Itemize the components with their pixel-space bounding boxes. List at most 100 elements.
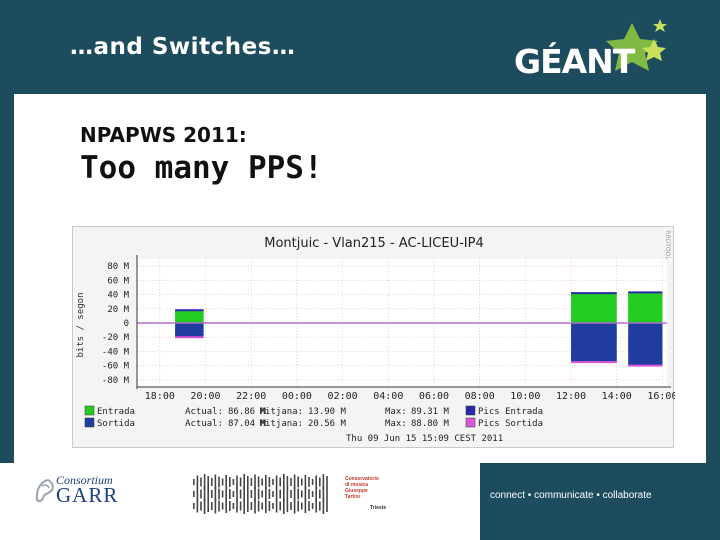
legend-actual-label: Actual: bbox=[185, 407, 223, 417]
organ-pipe bbox=[301, 502, 303, 510]
organ-pipe bbox=[261, 490, 263, 498]
organ-pipe bbox=[225, 475, 227, 489]
organ-pipe bbox=[311, 479, 314, 485]
legend-max-label: Max: bbox=[385, 419, 407, 429]
organ-pipe bbox=[311, 491, 314, 497]
organ-pipe bbox=[254, 486, 256, 502]
organ-pipe bbox=[322, 474, 325, 490]
organ-pipe bbox=[279, 501, 281, 511]
x-tick-label: 14:00 bbox=[602, 391, 632, 402]
area-segment-sortida bbox=[628, 323, 663, 366]
traffic-chart: Montjuic - Vlan215 - AC-LICEU-IP4 bits / … bbox=[72, 226, 675, 448]
organ-pipe bbox=[279, 477, 281, 487]
legend-label: Entrada bbox=[97, 407, 135, 417]
y-tick-label: 0 bbox=[124, 319, 129, 329]
x-tick-label: 04:00 bbox=[373, 391, 403, 402]
organ-pipe bbox=[311, 503, 314, 509]
traffic-chart-svg: Montjuic - Vlan215 - AC-LICEU-IP4 bits / … bbox=[76, 230, 675, 444]
conservatorio-city: Trieste bbox=[370, 505, 387, 511]
organ-pipe bbox=[304, 487, 307, 501]
x-tick-label: 22:00 bbox=[236, 391, 266, 402]
subtitle-event: NPAPWS 2011: bbox=[80, 123, 247, 147]
organ-pipe bbox=[250, 478, 253, 486]
organ-pipe bbox=[304, 499, 307, 513]
organ-pipe bbox=[221, 502, 224, 510]
legend-mitjana-label: Mitjana: bbox=[260, 407, 303, 417]
y-tick-label: -60 M bbox=[102, 362, 130, 372]
chart-timestamp: Thu 09 Jun 15 15:09 CEST 2011 bbox=[346, 434, 503, 444]
conservatorio-line: Conservatorio bbox=[345, 476, 379, 482]
organ-pipe bbox=[254, 498, 256, 514]
chart-title: Montjuic - Vlan215 - AC-LICEU-IP4 bbox=[264, 236, 484, 251]
organ-pipe bbox=[286, 488, 289, 500]
organ-pipe bbox=[200, 477, 202, 487]
legend-pics-label: Pics Entrada bbox=[478, 407, 543, 417]
y-tick-label: 60 M bbox=[107, 276, 129, 286]
organ-pipe bbox=[319, 477, 321, 487]
legend-pics-swatch bbox=[465, 417, 476, 428]
organ-pipe bbox=[257, 488, 260, 500]
organ-pipe bbox=[243, 474, 245, 490]
organ-pipe bbox=[275, 487, 278, 501]
organ-pipe bbox=[290, 502, 292, 510]
garr-subtitle: Consortium bbox=[56, 473, 113, 487]
footer-tagline: connect • communicate • collaborate bbox=[490, 490, 652, 501]
organ-pipe bbox=[207, 476, 209, 488]
organ-pipe bbox=[304, 475, 307, 489]
organ-pipe bbox=[261, 502, 263, 510]
legend-mitjana-label: Mitjana: bbox=[260, 419, 303, 429]
organ-pipe bbox=[214, 498, 217, 514]
organ-pipe bbox=[315, 499, 317, 513]
legend-max-label: Max: bbox=[385, 407, 407, 417]
garr-title: GARR bbox=[56, 483, 119, 507]
organ-pipe bbox=[322, 486, 325, 502]
organ-pipe bbox=[214, 486, 217, 502]
legend-max-value: 89.31 M bbox=[411, 407, 450, 417]
x-tick-label: 16:00 bbox=[647, 391, 675, 402]
organ-pipe bbox=[293, 474, 296, 490]
area-segment-sortida bbox=[175, 323, 204, 338]
organ-pipe bbox=[200, 501, 202, 511]
organ-pipe bbox=[326, 476, 328, 488]
organ-pipe bbox=[211, 490, 213, 498]
organ-pipe bbox=[196, 475, 199, 489]
organ-pipe bbox=[301, 478, 303, 486]
organ-pipe bbox=[290, 478, 292, 486]
legend-actual-label: Actual: bbox=[185, 419, 223, 429]
organ-pipe bbox=[229, 477, 231, 487]
organ-pipe bbox=[279, 489, 281, 499]
organ-pipe bbox=[221, 490, 224, 498]
organ-pipe bbox=[232, 479, 235, 485]
organ-pipe bbox=[315, 487, 317, 501]
garr-lion-icon bbox=[35, 478, 54, 503]
x-tick-label: 18:00 bbox=[145, 391, 175, 402]
organ-pipe bbox=[200, 489, 202, 499]
legend-mitjana-value: 13.90 M bbox=[308, 407, 347, 417]
organ-pipe bbox=[232, 491, 235, 497]
organ-pipe bbox=[265, 499, 267, 513]
x-tick-label: 08:00 bbox=[465, 391, 495, 402]
geant-logo: GÉANT bbox=[514, 17, 674, 87]
organ-pipe bbox=[283, 474, 285, 490]
organ-pipe bbox=[283, 486, 285, 502]
legend-swatch bbox=[84, 417, 95, 428]
organ-pipe bbox=[193, 503, 195, 509]
organ-pipe bbox=[207, 500, 209, 512]
rrdtool-label: RRDTOOL bbox=[664, 230, 671, 260]
organ-pipe bbox=[283, 498, 285, 514]
organ-pipe bbox=[225, 487, 227, 501]
organ-pipe bbox=[275, 499, 278, 513]
organ-pipes-icon bbox=[193, 474, 328, 514]
organ-pipe bbox=[326, 488, 328, 500]
legend-mitjana-value: 20.56 M bbox=[308, 419, 347, 429]
legend-label: Sortida bbox=[97, 419, 135, 429]
y-tick-label: -80 M bbox=[102, 376, 130, 386]
organ-pipe bbox=[221, 478, 224, 486]
legend-max-value: 88.80 M bbox=[411, 419, 450, 429]
organ-pipe bbox=[250, 502, 253, 510]
conservatorio-line: Giuseppe bbox=[345, 488, 368, 494]
organ-pipe bbox=[308, 501, 310, 511]
y-axis-label: bits / segon bbox=[76, 292, 86, 357]
x-tick-label: 20:00 bbox=[190, 391, 220, 402]
organ-pipe bbox=[232, 503, 235, 509]
